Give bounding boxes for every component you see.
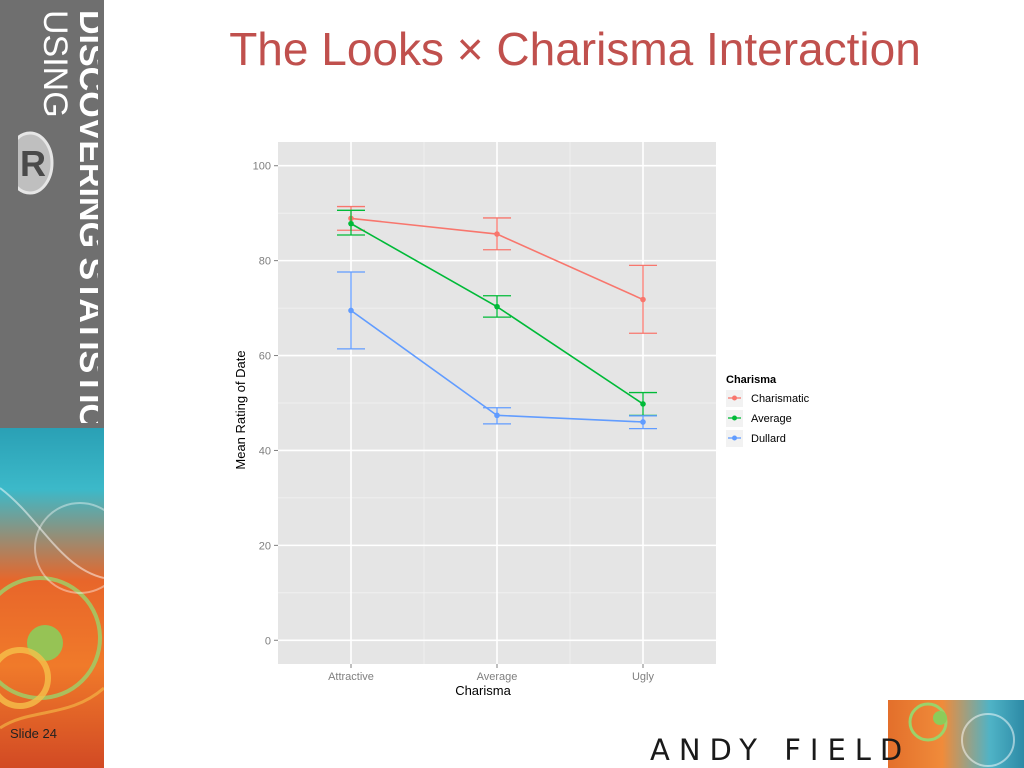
abstract-art-image — [0, 487, 104, 730]
legend-label: Dullard — [751, 433, 786, 445]
author-logo-artwork — [888, 700, 1024, 768]
y-tick-label: 60 — [259, 351, 271, 363]
interaction-chart: 0 20 40 60 80 100 Attractive Average Ugly Chari… — [233, 142, 810, 698]
data-point — [348, 307, 354, 314]
y-tick-label: 100 — [253, 161, 271, 173]
data-point — [640, 401, 646, 407]
series-average — [337, 209, 657, 416]
y-axis: 0 20 40 60 80 100 — [253, 161, 278, 647]
slide-title: The Looks × Charisma Interaction — [229, 23, 921, 75]
legend-title: Charisma — [726, 374, 777, 386]
y-tick-label: 0 — [265, 635, 271, 647]
legend-label: Average — [751, 413, 792, 425]
abstract-art-image — [908, 702, 1015, 767]
data-point — [640, 296, 646, 303]
y-tick-label: 20 — [259, 540, 271, 552]
r-badge-label: R — [20, 143, 46, 184]
data-point — [494, 231, 500, 237]
legend-key-point — [732, 435, 737, 441]
x-axis: Attractive Average Ugly — [328, 664, 654, 683]
brand-line1: DISCOVERING STATISTICS — [72, 10, 98, 423]
legend-label: Charismatic — [751, 393, 810, 405]
sidebar-brand-panel — [0, 0, 104, 428]
y-tick-label: 80 — [259, 256, 271, 268]
brand-logo: DISCOVERING STATISTICS USING R — [18, 10, 98, 423]
legend-key-point — [732, 395, 737, 401]
sidebar: DISCOVERING STATISTICS USING R Slide 24 — [0, 0, 104, 768]
x-tick-label: Average — [477, 671, 518, 683]
legend-key-point — [732, 415, 737, 421]
data-point — [494, 303, 500, 310]
r-badge-icon: R — [18, 131, 54, 195]
x-tick-label: Attractive — [328, 671, 374, 683]
series-charismatic — [337, 205, 657, 334]
data-point — [640, 419, 646, 425]
series-dullard — [337, 271, 657, 430]
data-point — [494, 412, 500, 419]
slide-number: Slide 24 — [10, 726, 57, 741]
x-tick-label: Ugly — [632, 671, 655, 683]
brand-line2: USING — [36, 10, 74, 118]
x-axis-title: Charisma — [455, 683, 511, 698]
series-layer — [337, 205, 657, 430]
author-name: ANDY FIELD — [650, 733, 912, 767]
legend: Charisma Charismatic Average Dullard — [726, 374, 810, 447]
y-tick-label: 40 — [259, 445, 271, 457]
data-point — [348, 220, 354, 227]
sidebar-artwork — [0, 428, 104, 768]
y-axis-title: Mean Rating of Date — [233, 350, 248, 469]
